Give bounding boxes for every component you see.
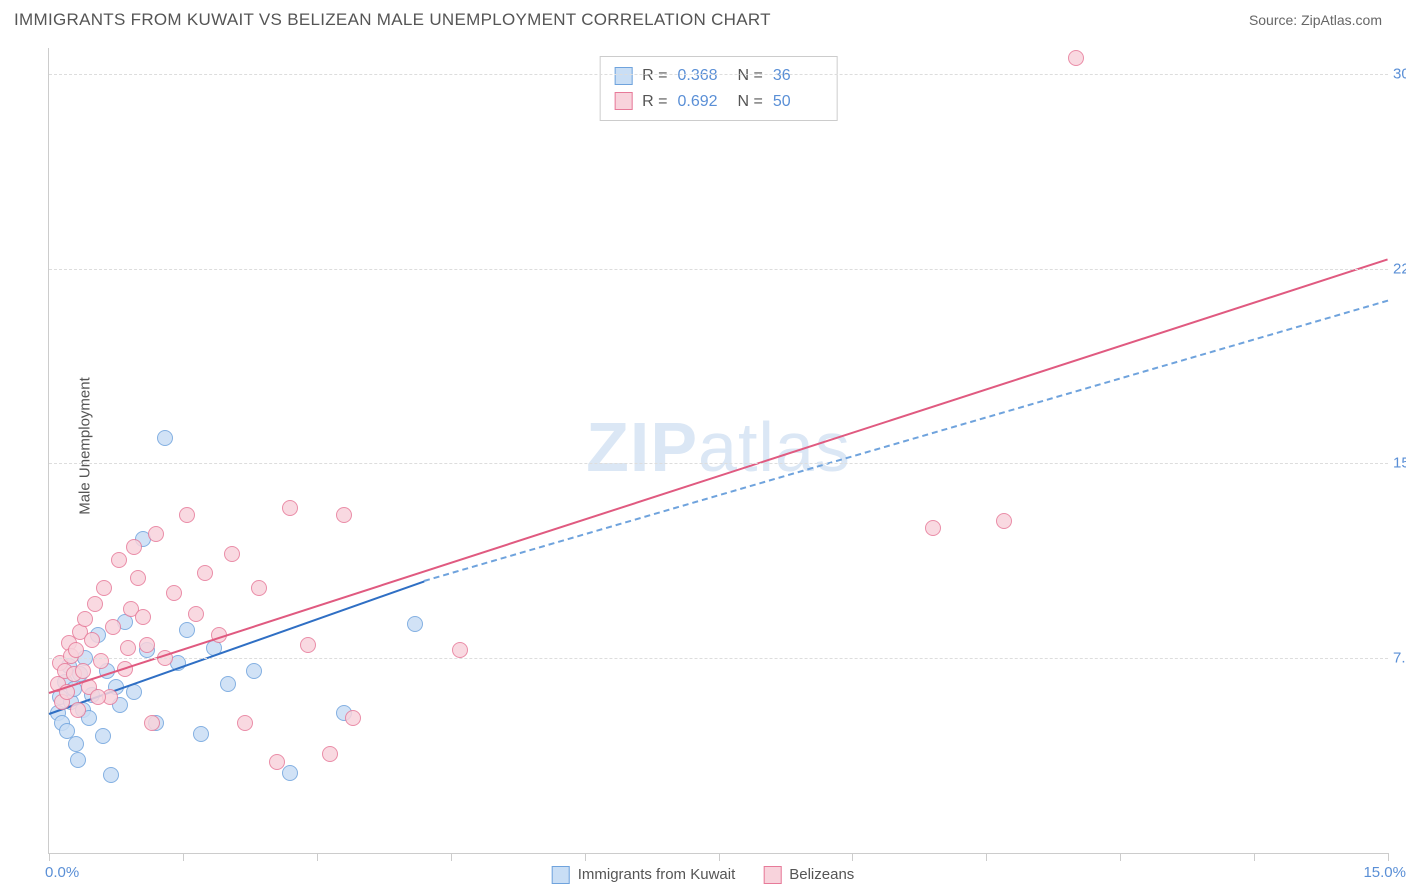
data-point [224,546,240,562]
legend-swatch [763,866,781,884]
series-legend: Immigrants from Kuwait Belizeans [552,866,855,884]
gridline [49,658,1388,659]
data-point [322,746,338,762]
data-point [996,513,1012,529]
data-point [282,500,298,516]
data-point [925,520,941,536]
data-point [68,736,84,752]
data-point [96,580,112,596]
data-point [103,767,119,783]
scatter-chart: ZIPatlas R = 0.368N = 36R = 0.692N = 50 … [48,48,1388,854]
data-point [179,622,195,638]
data-point [197,565,213,581]
source-name: ZipAtlas.com [1301,12,1382,28]
data-point [166,585,182,601]
data-point [70,702,86,718]
legend-row: R = 0.692 N = 50 [614,89,823,115]
data-point [95,728,111,744]
plot-area [49,48,1388,853]
x-tick [1254,853,1255,861]
x-tick [719,853,720,861]
data-point [246,663,262,679]
r-label: R = [642,63,667,89]
legend-label: Belizeans [789,866,854,883]
data-point [148,526,164,542]
trend-line [49,258,1389,694]
data-point [90,689,106,705]
r-value: 0.368 [678,63,728,89]
y-tick-label: 30.0% [1393,65,1406,82]
legend-item: Belizeans [763,866,854,884]
legend-swatch [614,92,632,110]
x-tick [585,853,586,861]
x-tick-label: 15.0% [1363,864,1406,881]
data-point [282,765,298,781]
data-point [126,539,142,555]
data-point [452,642,468,658]
data-point [135,609,151,625]
data-point [188,606,204,622]
data-point [157,430,173,446]
data-point [251,580,267,596]
data-point [300,637,316,653]
legend-swatch [552,866,570,884]
data-point [336,507,352,523]
data-point [120,640,136,656]
r-value: 0.692 [678,89,728,115]
gridline [49,463,1388,464]
y-tick-label: 7.5% [1393,650,1406,667]
legend-label: Immigrants from Kuwait [578,866,736,883]
x-tick [1120,853,1121,861]
n-value: 36 [773,63,823,89]
y-tick-label: 22.5% [1393,260,1406,277]
x-tick [49,853,50,861]
data-point [93,653,109,669]
data-point [68,642,84,658]
legend-row: R = 0.368 N = 36 [614,63,823,89]
x-tick [451,853,452,861]
data-point [407,616,423,632]
x-tick [317,853,318,861]
legend-swatch [614,67,632,85]
y-tick-label: 15.0% [1393,455,1406,472]
source-prefix: Source: [1249,12,1301,28]
trend-line [424,300,1389,582]
data-point [345,710,361,726]
x-tick [1388,853,1389,861]
r-label: R = [642,89,667,115]
data-point [220,676,236,692]
data-point [87,596,103,612]
source-attribution: Source: ZipAtlas.com [1249,12,1382,28]
chart-title: IMMIGRANTS FROM KUWAIT VS BELIZEAN MALE … [14,10,771,30]
data-point [144,715,160,731]
chart-header: IMMIGRANTS FROM KUWAIT VS BELIZEAN MALE … [0,0,1406,36]
legend-item: Immigrants from Kuwait [552,866,736,884]
data-point [237,715,253,731]
x-tick [852,853,853,861]
gridline [49,74,1388,75]
n-label: N = [738,89,763,115]
data-point [1068,50,1084,66]
x-tick-label: 0.0% [45,864,79,881]
data-point [139,637,155,653]
data-point [105,619,121,635]
data-point [70,752,86,768]
data-point [111,552,127,568]
data-point [179,507,195,523]
n-label: N = [738,63,763,89]
data-point [84,632,100,648]
n-value: 50 [773,89,823,115]
data-point [75,663,91,679]
data-point [130,570,146,586]
correlation-legend: R = 0.368 N = 36 R = 0.692 N = 50 [599,56,838,121]
data-point [77,611,93,627]
x-tick [183,853,184,861]
x-tick [986,853,987,861]
data-point [269,754,285,770]
data-point [193,726,209,742]
gridline [49,269,1388,270]
